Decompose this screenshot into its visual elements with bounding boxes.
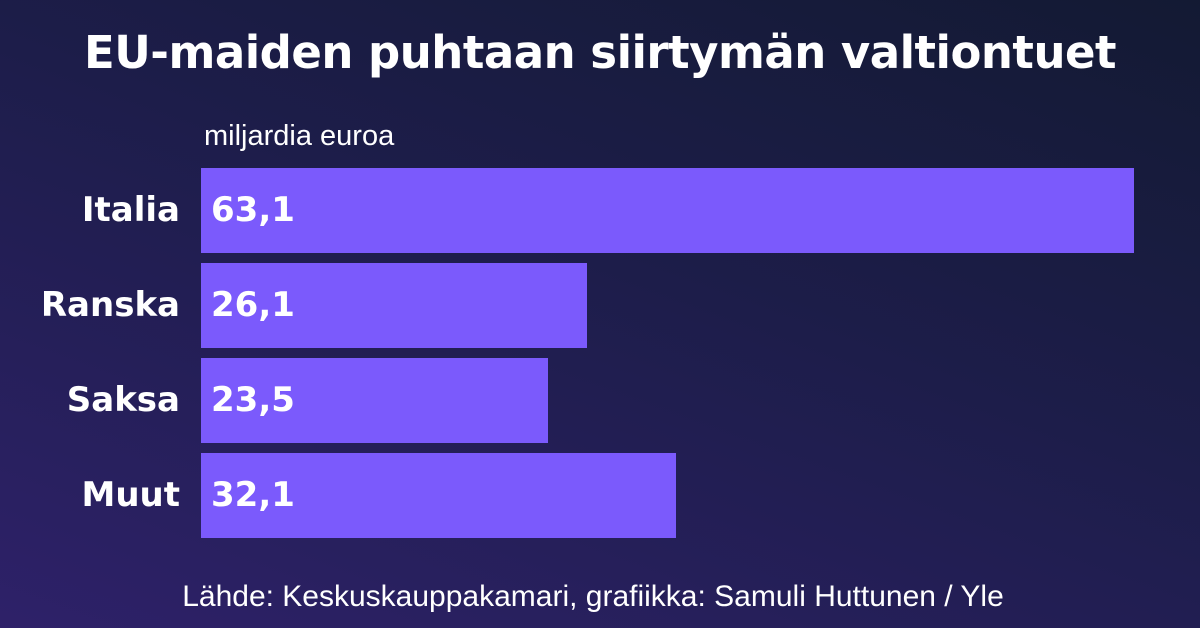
value-label: 23,5 <box>211 380 295 420</box>
category-label: Muut <box>81 475 181 515</box>
category-label: Ranska <box>40 285 180 325</box>
bar-italia <box>201 168 1134 253</box>
value-label: 26,1 <box>211 285 295 325</box>
chart-title: EU-maiden puhtaan siirtymän valtiontuet <box>83 26 1117 79</box>
source-note: Lähde: Keskuskauppakamari, grafiikka: Sa… <box>182 580 1004 613</box>
unit-label: miljardia euroa <box>204 120 395 152</box>
category-label: Italia <box>81 190 180 230</box>
value-label: 32,1 <box>211 475 295 515</box>
value-label: 63,1 <box>211 190 295 230</box>
bar-saksa <box>201 358 549 443</box>
bar-ranska <box>201 263 587 348</box>
bar-muut <box>201 453 676 538</box>
category-label: Saksa <box>66 380 180 420</box>
